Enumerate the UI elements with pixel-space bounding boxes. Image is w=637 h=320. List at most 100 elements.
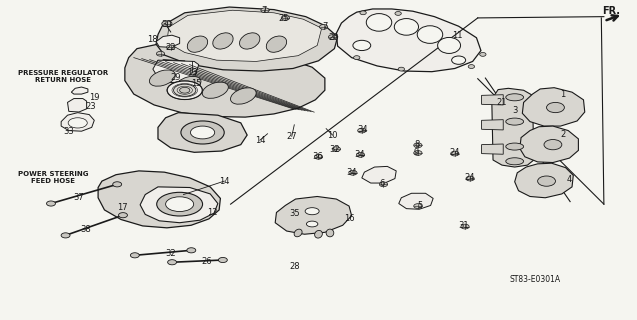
Text: 21: 21	[497, 98, 507, 107]
Text: 32: 32	[330, 145, 340, 154]
Ellipse shape	[506, 143, 524, 150]
Text: 19: 19	[89, 93, 99, 102]
Ellipse shape	[353, 40, 371, 51]
Text: 9: 9	[414, 148, 419, 157]
Text: 24: 24	[450, 148, 460, 157]
Text: 27: 27	[287, 132, 297, 141]
Polygon shape	[482, 144, 503, 154]
Ellipse shape	[395, 12, 401, 15]
Ellipse shape	[506, 94, 524, 101]
Polygon shape	[336, 9, 481, 72]
Ellipse shape	[175, 76, 201, 92]
Text: 14: 14	[219, 177, 229, 186]
Text: 33: 33	[64, 127, 74, 136]
Ellipse shape	[305, 208, 319, 215]
Polygon shape	[61, 113, 94, 131]
Ellipse shape	[231, 88, 256, 104]
Text: 38: 38	[80, 225, 90, 234]
Polygon shape	[71, 87, 88, 94]
Polygon shape	[68, 99, 87, 112]
Text: 31: 31	[459, 221, 469, 230]
Ellipse shape	[461, 224, 469, 229]
Ellipse shape	[150, 70, 175, 86]
Text: FR.: FR.	[602, 6, 620, 16]
Text: 3: 3	[512, 106, 517, 115]
Text: PRESSURE REGULATOR
RETURN HOSE: PRESSURE REGULATOR RETURN HOSE	[18, 70, 108, 83]
Ellipse shape	[68, 118, 87, 128]
Ellipse shape	[544, 140, 562, 150]
Ellipse shape	[414, 143, 422, 148]
Ellipse shape	[187, 248, 196, 253]
Text: 22: 22	[166, 43, 176, 52]
Ellipse shape	[218, 258, 227, 263]
Ellipse shape	[379, 182, 387, 187]
Ellipse shape	[266, 36, 287, 52]
Polygon shape	[156, 35, 180, 47]
Ellipse shape	[506, 158, 524, 165]
Ellipse shape	[547, 102, 564, 113]
Text: 16: 16	[344, 214, 354, 223]
Text: 6: 6	[380, 179, 385, 188]
Ellipse shape	[451, 151, 459, 156]
Ellipse shape	[349, 170, 357, 175]
Ellipse shape	[319, 25, 327, 29]
Text: 1: 1	[561, 90, 566, 99]
Ellipse shape	[414, 204, 422, 209]
Text: 25: 25	[278, 14, 289, 23]
Ellipse shape	[398, 67, 404, 71]
Text: 7: 7	[322, 22, 327, 31]
Text: ST83-E0301A: ST83-E0301A	[510, 275, 561, 284]
Text: 34: 34	[358, 125, 368, 134]
Ellipse shape	[394, 19, 419, 35]
Ellipse shape	[181, 121, 224, 144]
Ellipse shape	[480, 52, 486, 56]
Text: 35: 35	[289, 209, 299, 218]
Ellipse shape	[538, 176, 555, 186]
Ellipse shape	[466, 176, 474, 181]
Ellipse shape	[113, 182, 122, 187]
Ellipse shape	[306, 221, 318, 227]
Ellipse shape	[315, 230, 322, 238]
Ellipse shape	[166, 197, 194, 212]
Polygon shape	[158, 113, 247, 152]
Ellipse shape	[131, 253, 140, 258]
Ellipse shape	[468, 65, 475, 68]
Ellipse shape	[452, 56, 466, 64]
Ellipse shape	[261, 8, 269, 13]
Polygon shape	[156, 7, 338, 71]
Text: 26: 26	[201, 257, 211, 266]
Text: 18: 18	[147, 35, 158, 44]
Text: 24: 24	[465, 173, 475, 182]
Polygon shape	[515, 163, 573, 198]
Polygon shape	[362, 166, 396, 183]
Ellipse shape	[118, 212, 127, 218]
Text: 23: 23	[85, 102, 96, 111]
Ellipse shape	[438, 37, 461, 53]
Text: 17: 17	[117, 203, 127, 212]
Polygon shape	[482, 95, 503, 105]
Ellipse shape	[329, 35, 336, 40]
Polygon shape	[522, 88, 585, 126]
Polygon shape	[520, 126, 578, 163]
Text: 2: 2	[561, 130, 566, 139]
Ellipse shape	[360, 11, 366, 15]
Text: 37: 37	[74, 193, 84, 202]
Text: 28: 28	[289, 262, 299, 271]
Text: 12: 12	[208, 208, 218, 217]
Ellipse shape	[162, 21, 172, 27]
Ellipse shape	[333, 147, 340, 152]
Ellipse shape	[167, 81, 202, 100]
Polygon shape	[153, 60, 199, 83]
Polygon shape	[492, 88, 534, 167]
Text: 36: 36	[312, 152, 322, 161]
Polygon shape	[482, 120, 503, 130]
Ellipse shape	[162, 22, 171, 27]
Ellipse shape	[180, 87, 190, 93]
Ellipse shape	[213, 33, 233, 49]
Text: 32: 32	[166, 249, 176, 258]
Ellipse shape	[282, 16, 289, 20]
Polygon shape	[167, 10, 322, 61]
Ellipse shape	[506, 118, 524, 125]
Text: 10: 10	[327, 131, 338, 140]
Ellipse shape	[156, 52, 164, 56]
